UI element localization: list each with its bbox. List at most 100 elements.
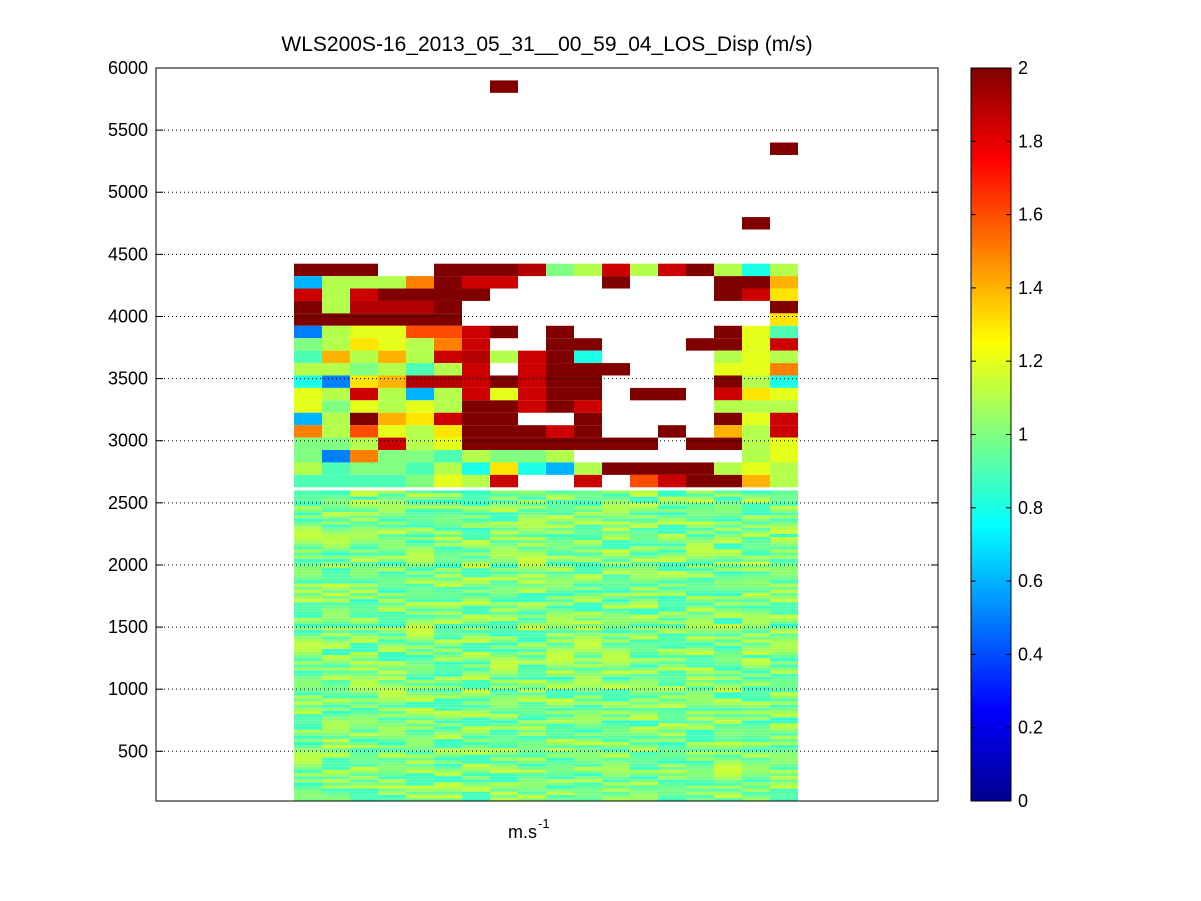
heatmap-cell — [742, 698, 770, 702]
heatmap-cell — [742, 704, 770, 708]
heatmap-cell — [406, 555, 434, 559]
heatmap-cell — [434, 605, 462, 609]
heatmap-cell — [294, 735, 322, 739]
heatmap-cell — [518, 763, 546, 767]
heatmap-cell — [546, 788, 574, 792]
heatmap-cell — [714, 502, 742, 506]
heatmap-cell — [686, 512, 714, 516]
heatmap-cell — [630, 714, 658, 718]
heatmap-cell — [322, 745, 350, 749]
heatmap-cell — [742, 555, 770, 559]
heatmap-cell — [714, 760, 742, 764]
heatmap-cell — [434, 586, 462, 590]
heatmap-cell — [658, 735, 686, 739]
heatmap-cell — [770, 524, 798, 528]
heatmap-cell — [658, 571, 686, 575]
heatmap-cell — [686, 794, 714, 798]
heatmap-cell — [574, 571, 602, 575]
heatmap-cell — [574, 546, 602, 550]
heatmap-cell — [490, 648, 518, 652]
heatmap-cell — [294, 509, 322, 513]
heatmap-cell — [406, 797, 434, 801]
heatmap-cell — [518, 583, 546, 587]
heatmap-cell — [714, 499, 742, 503]
heatmap-cell — [350, 437, 378, 451]
heatmap-cell — [350, 568, 378, 572]
heatmap-cell — [714, 564, 742, 569]
heatmap-cell — [574, 782, 602, 786]
heatmap-cell — [434, 574, 462, 578]
heatmap-cell — [322, 630, 350, 634]
heatmap-cell — [294, 714, 322, 718]
heatmap-cell — [714, 689, 742, 693]
heatmap-cell — [434, 766, 462, 770]
heatmap-cell — [574, 630, 602, 634]
heatmap-cell — [294, 263, 322, 277]
heatmap-cell — [770, 577, 798, 581]
heatmap-cell — [602, 788, 630, 792]
heatmap-cell — [490, 412, 518, 426]
heatmap-cell — [602, 791, 630, 795]
heatmap-cell — [434, 543, 462, 547]
heatmap-cell — [434, 555, 462, 559]
heatmap-cell — [406, 493, 434, 497]
heatmap-cell — [630, 757, 658, 761]
heatmap-cell — [658, 763, 686, 767]
heatmap-cell — [322, 658, 350, 662]
heatmap-cell — [294, 636, 322, 640]
heatmap-cell — [434, 338, 462, 351]
heatmap-cell — [686, 536, 714, 541]
heatmap-cell — [630, 568, 658, 572]
heatmap-cell — [658, 751, 686, 755]
heatmap-cell — [714, 692, 742, 696]
heatmap-cell — [406, 732, 434, 736]
heatmap-cell — [602, 605, 630, 609]
heatmap-cell — [462, 530, 490, 534]
heatmap-cell — [574, 682, 602, 687]
heatmap-cell — [546, 546, 574, 550]
heatmap-cell — [574, 515, 602, 519]
heatmap-cell — [350, 738, 378, 742]
heatmap-cell — [630, 512, 658, 516]
heatmap-cell — [770, 729, 798, 733]
heatmap-cell — [294, 701, 322, 705]
heatmap-cell — [518, 723, 546, 727]
heatmap-cell — [602, 757, 630, 761]
heatmap-cell — [294, 633, 322, 637]
heatmap-cell — [602, 720, 630, 724]
heatmap-cell — [518, 521, 546, 525]
heatmap-cell — [714, 636, 742, 640]
heatmap-cell — [742, 536, 770, 541]
heatmap-cell — [574, 676, 602, 680]
heatmap-cell — [462, 779, 490, 783]
heatmap-cell — [742, 627, 770, 631]
heatmap-cell — [462, 645, 490, 649]
heatmap-cell — [462, 564, 490, 569]
heatmap-cell — [462, 425, 490, 438]
heatmap-cell — [378, 664, 406, 668]
heatmap-cell — [518, 661, 546, 665]
heatmap-cell — [714, 400, 742, 413]
heatmap-cell — [602, 543, 630, 547]
heatmap-cell — [518, 552, 546, 556]
heatmap-cell — [490, 325, 518, 339]
heatmap-cell — [490, 658, 518, 662]
colorbar-tick-label: 1.6 — [1018, 205, 1043, 225]
heatmap-cell — [294, 651, 322, 656]
heatmap-cell-isolated — [742, 217, 770, 230]
heatmap-cell — [462, 276, 490, 289]
heatmap-cell — [602, 623, 630, 628]
heatmap-cell — [714, 782, 742, 786]
heatmap-cell — [406, 425, 434, 438]
heatmap-cell — [378, 561, 406, 565]
heatmap-cell — [686, 701, 714, 705]
heatmap-cell — [574, 502, 602, 506]
heatmap-cell — [546, 509, 574, 513]
heatmap-cell — [350, 611, 378, 615]
heatmap-cell — [518, 658, 546, 662]
heatmap-cell — [490, 540, 518, 544]
heatmap-cell — [434, 642, 462, 646]
colorbar-tick-label: 0.8 — [1018, 498, 1043, 518]
heatmap-cell — [462, 533, 490, 537]
heatmap-cell — [714, 748, 742, 752]
